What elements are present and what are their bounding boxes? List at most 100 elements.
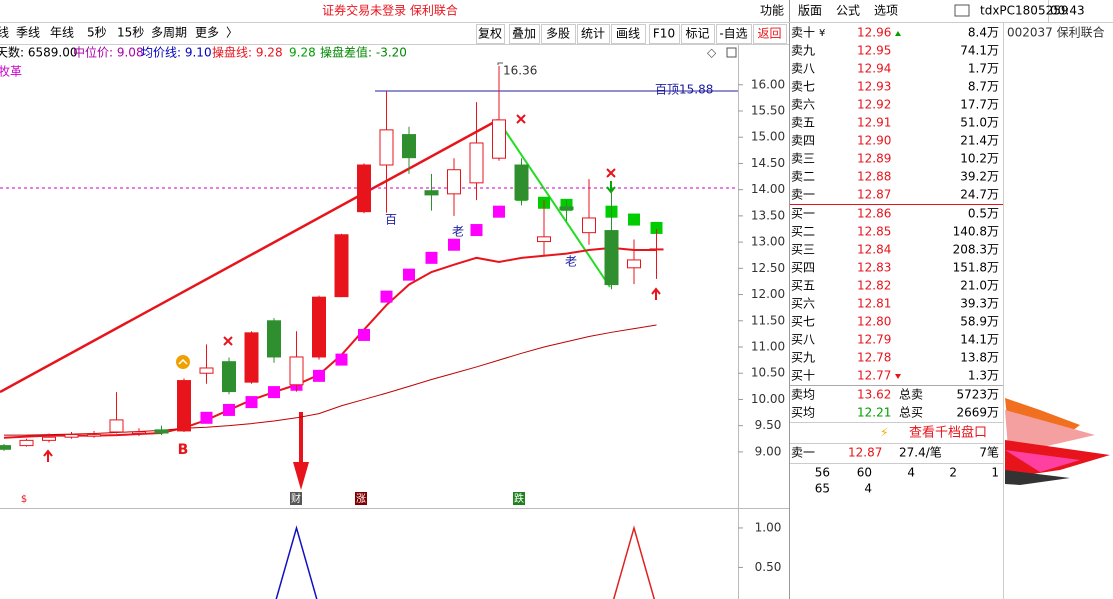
period-tab[interactable]: 5秒 bbox=[87, 26, 107, 40]
event-label[interactable]: 跌 bbox=[514, 492, 524, 505]
candle-body bbox=[267, 320, 281, 358]
signal-block bbox=[403, 268, 415, 281]
lower-chart bbox=[275, 525, 656, 599]
book-price: 12.96 bbox=[857, 26, 891, 40]
toolbar-button-label[interactable]: 叠加 bbox=[512, 27, 536, 41]
book-price: 12.90 bbox=[857, 134, 891, 148]
candle-body bbox=[334, 234, 349, 298]
annotation: 老 bbox=[565, 255, 577, 269]
toolbar-button-label[interactable]: 画线 bbox=[616, 27, 640, 41]
period-tab[interactable]: 年线 bbox=[50, 26, 74, 40]
book-price: 12.89 bbox=[857, 152, 891, 166]
toolbar-button-label[interactable]: 复权 bbox=[478, 27, 502, 41]
book-price: 12.83 bbox=[857, 261, 891, 275]
toolbar-button[interactable] bbox=[716, 24, 752, 44]
book-price: 12.85 bbox=[857, 225, 891, 239]
candle-body bbox=[514, 164, 529, 201]
menu-item[interactable]: 版面 bbox=[798, 4, 822, 18]
badge bbox=[176, 355, 190, 369]
book-label: 买九 bbox=[791, 351, 815, 365]
book-label: 卖五 bbox=[791, 116, 815, 130]
candle-body bbox=[604, 230, 619, 286]
toolbar-button[interactable] bbox=[577, 24, 610, 44]
book-volume: 5723万 bbox=[956, 388, 999, 402]
event-icon[interactable] bbox=[355, 492, 367, 505]
y-tick-label: 12.50 bbox=[751, 261, 785, 275]
queue-head: 27.4/笔 bbox=[899, 445, 942, 460]
book-volume: 151.8万 bbox=[953, 261, 999, 275]
toolbar-button[interactable] bbox=[753, 24, 787, 44]
big-arrow bbox=[293, 412, 309, 490]
candle-body bbox=[537, 236, 551, 243]
toolbar-button-label[interactable]: 统计 bbox=[581, 27, 605, 41]
period-tab[interactable]: 季线 bbox=[16, 26, 40, 40]
book-price: 13.62 bbox=[857, 388, 891, 402]
y-tick-label: 9.50 bbox=[755, 418, 782, 432]
menu-item[interactable]: 选项 bbox=[874, 4, 898, 18]
candle-body bbox=[582, 217, 596, 234]
candle-body bbox=[132, 431, 146, 435]
period-tab[interactable]: 更多 bbox=[195, 26, 219, 40]
toolbar-button[interactable] bbox=[649, 24, 680, 44]
period-tab[interactable]: 线 bbox=[0, 26, 9, 40]
y-tick-label: 11.50 bbox=[751, 313, 785, 327]
toolbar-button[interactable] bbox=[681, 24, 715, 44]
y-tick-label: 10.50 bbox=[751, 366, 785, 380]
book-price: 12.91 bbox=[857, 116, 891, 130]
candle-body bbox=[42, 436, 56, 441]
signal-block bbox=[425, 251, 438, 264]
event-icon[interactable] bbox=[290, 492, 302, 505]
up-arrow bbox=[651, 287, 661, 300]
event-label[interactable]: 涨 bbox=[356, 493, 366, 505]
period-tab[interactable]: 多周期 bbox=[151, 26, 187, 40]
signal-line bbox=[275, 525, 318, 599]
toolbar-button-label[interactable]: 多股 bbox=[546, 27, 570, 41]
menu-item[interactable]: 功能 bbox=[760, 4, 784, 18]
book-label: 卖四 bbox=[791, 134, 815, 148]
annotation: B bbox=[178, 442, 189, 458]
book-price: 12.82 bbox=[857, 279, 891, 293]
event-icon[interactable] bbox=[513, 492, 525, 505]
candle-body bbox=[447, 169, 461, 195]
depth-link[interactable]: 查看千档盘口 bbox=[909, 425, 987, 441]
period-tab[interactable]: 15秒 bbox=[117, 26, 144, 40]
candle-body bbox=[222, 361, 236, 393]
toolbar-button-label[interactable]: 标记 bbox=[685, 27, 709, 41]
toolbar-button-label[interactable]: F10 bbox=[653, 27, 675, 41]
book-label: 买五 bbox=[791, 279, 815, 293]
book-price: 12.79 bbox=[857, 333, 891, 347]
annotation: 百 bbox=[385, 213, 397, 227]
toolbar-button[interactable] bbox=[476, 24, 505, 44]
toolbar-button[interactable] bbox=[541, 24, 576, 44]
trend-line bbox=[497, 119, 611, 288]
up-icon bbox=[895, 31, 901, 36]
book-volume: 8.4万 bbox=[968, 26, 999, 40]
book-label: 买六 bbox=[791, 297, 815, 311]
event-label[interactable]: 财 bbox=[291, 492, 301, 505]
book-volume: 10.2万 bbox=[960, 152, 999, 166]
ma-line bbox=[4, 324, 657, 436]
toolbar-button[interactable] bbox=[509, 24, 540, 44]
book-volume: 140.8万 bbox=[953, 225, 999, 239]
event-icon[interactable] bbox=[18, 492, 30, 505]
queue-volume: 65 bbox=[815, 482, 830, 496]
book-price: 12.92 bbox=[857, 98, 891, 112]
event-label[interactable]: $ bbox=[21, 494, 27, 505]
toolbar-button[interactable] bbox=[611, 24, 646, 44]
book-label: 卖十 bbox=[791, 26, 815, 40]
book-volume: 51.0万 bbox=[960, 116, 999, 130]
signal-block bbox=[628, 213, 640, 226]
notice: 证券交易未登录 保利联合 bbox=[322, 3, 458, 18]
indicator-name: 牧革 bbox=[0, 65, 22, 79]
annotation: 老 bbox=[452, 225, 464, 239]
signal-block bbox=[200, 411, 213, 424]
menu-item[interactable]: 公式 bbox=[836, 4, 860, 18]
toolbar-button-label[interactable]: -自选 bbox=[719, 27, 747, 41]
info-item: 操盘线: 9.28 bbox=[212, 45, 283, 60]
book-price: 12.86 bbox=[857, 207, 891, 221]
toolbar-button-label[interactable]: 返回 bbox=[757, 27, 781, 41]
candle-body bbox=[402, 134, 416, 159]
y-tick-label: 15.00 bbox=[751, 130, 785, 144]
book-volume: 39.2万 bbox=[960, 170, 999, 184]
annotation: 16.36 bbox=[503, 64, 537, 78]
